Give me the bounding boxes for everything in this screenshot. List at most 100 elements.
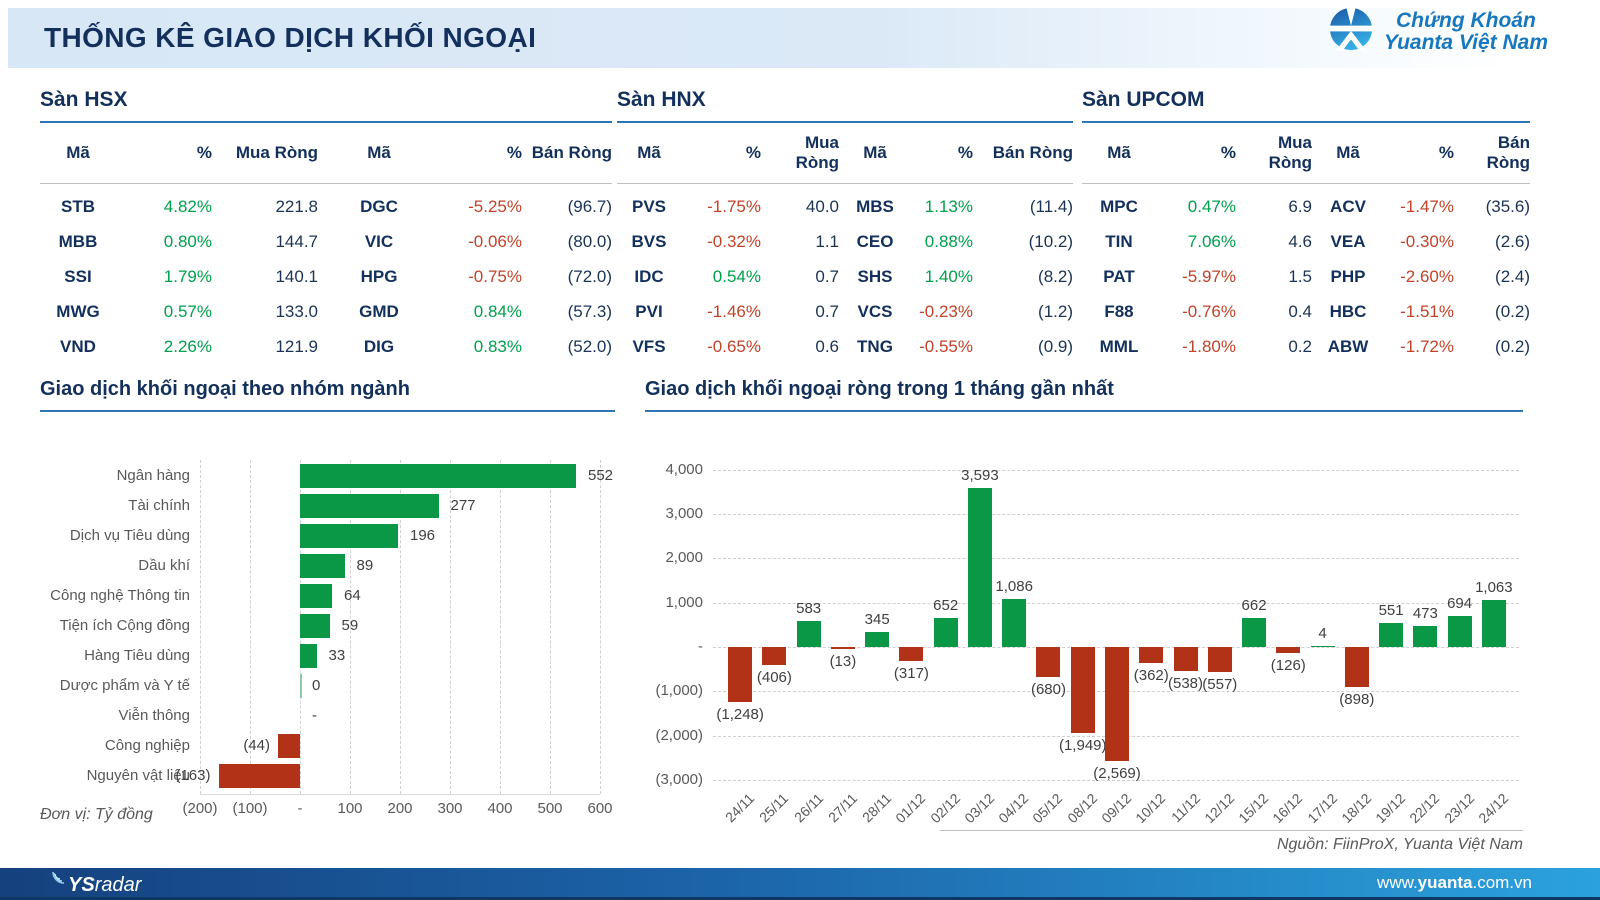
table-hnx-header: Mã% Mua Ròng Mã% Bán Ròng: [617, 123, 1073, 184]
buy-value-cell: 0.4: [1288, 301, 1312, 321]
value-label: 652: [933, 597, 959, 615]
x-tick-label: (200): [182, 800, 218, 817]
value-label: 1,086: [995, 577, 1033, 595]
sell-ticker-cell: CEO: [856, 231, 894, 251]
daily-net-bar: [1173, 647, 1198, 671]
sector-bar: [218, 764, 300, 788]
value-label: (1,248): [716, 706, 764, 724]
column-header: Mã: [66, 143, 90, 162]
table-hsx-body: STB 4.82% 221.8 DGC -5.25% (96.7) MBB 0.80% 144.…: [40, 184, 612, 364]
y-gridline: [713, 602, 1519, 604]
buy-ticker-cell: PAT: [1103, 266, 1135, 286]
category-label: Công nghệ Thông tin: [50, 587, 190, 604]
sell-pct-cell: 0.88%: [924, 231, 973, 251]
sell-value-cell: (72.0): [567, 266, 612, 286]
column-header: %: [957, 143, 973, 162]
sell-pct-cell: -5.25%: [468, 196, 522, 216]
buy-ticker-cell: F88: [1104, 301, 1134, 321]
yuanta-logo-icon: [1328, 6, 1374, 57]
value-label: (898): [1339, 690, 1375, 708]
value-label: 583: [796, 600, 822, 618]
footer-bar: YS radar www.yuanta.com.vn: [0, 868, 1600, 900]
value-label: 551: [1378, 601, 1404, 619]
daily-net-bar: [830, 647, 855, 649]
y-tick-label: (3,000): [655, 770, 703, 788]
sell-value-cell: (2.6): [1495, 231, 1530, 251]
sell-value-cell: (8.2): [1038, 266, 1073, 286]
buy-value-cell: 1.1: [815, 231, 839, 251]
y-gridline: [713, 514, 1519, 516]
url-bold: yuanta: [1417, 873, 1473, 892]
buy-pct-cell: -0.65%: [707, 336, 761, 356]
value-label: (557): [1202, 675, 1238, 693]
daily-net-bar: [762, 647, 787, 665]
x-gridline: [450, 460, 451, 794]
buy-pct-cell: 1.79%: [163, 266, 212, 286]
sell-ticker-cell: VIC: [364, 231, 394, 251]
category-label: Dầu khí: [138, 557, 190, 574]
value-label: 0: [312, 677, 321, 694]
sell-ticker-cell: ACV: [1330, 196, 1366, 216]
table-hsx-title: Sàn HSX: [40, 88, 612, 123]
buy-pct-cell: -1.46%: [707, 301, 761, 321]
buy-ticker-cell: BVS: [631, 231, 667, 251]
buy-ticker-cell: MBB: [58, 231, 98, 251]
x-tick-label: 300: [437, 800, 463, 817]
buy-ticker-cell: MML: [1099, 336, 1139, 356]
y-tick-label: 1,000: [665, 593, 703, 611]
sell-pct-cell: -0.23%: [919, 301, 973, 321]
buy-ticker-cell: IDC: [634, 266, 664, 286]
sell-ticker-cell: ABW: [1327, 336, 1369, 356]
table-hsx: Sàn HSX Mã% Mua Ròng Mã% Bán Ròng STB 4.82% 2…: [40, 88, 612, 364]
daily-net-bar: [1207, 647, 1232, 672]
table-row: MBB 0.80% 144.7 VIC -0.06% (80.0): [40, 224, 612, 259]
buy-value-cell: 221.8: [275, 196, 318, 216]
site-url-link[interactable]: www.yuanta.com.vn: [1377, 868, 1532, 897]
sell-value-cell: (10.2): [1028, 231, 1073, 251]
yuanta-logo-text: Chứng Khoán Yuanta Việt Nam: [1384, 9, 1548, 54]
value-label: (362): [1133, 667, 1169, 685]
source-divider: [940, 830, 1523, 831]
buy-pct-cell: 0.57%: [163, 301, 212, 321]
buy-pct-cell: 2.26%: [163, 336, 212, 356]
value-label: 3,593: [961, 466, 999, 484]
value-label: (680): [1030, 681, 1066, 699]
value-label: 89: [356, 557, 374, 574]
category-label: Dịch vụ Tiêu dùng: [69, 527, 190, 544]
buy-value-cell: 133.0: [275, 301, 318, 321]
table-row: BVS -0.32% 1.1 CEO 0.88% (10.2): [617, 224, 1073, 259]
sell-ticker-cell: DGC: [360, 196, 398, 216]
x-tick-label: 200: [387, 800, 413, 817]
category-label: Dược phẩm và Y tế: [59, 677, 190, 694]
x-tick-label: (100): [232, 800, 268, 817]
column-header: Mã: [637, 143, 661, 162]
x-tick-label: -: [297, 800, 303, 817]
sell-value-cell: (80.0): [567, 231, 612, 251]
column-header: Mã: [863, 143, 887, 162]
x-gridline: [600, 460, 601, 794]
sell-pct-cell: -1.51%: [1400, 301, 1454, 321]
buy-value-cell: 0.7: [815, 266, 839, 286]
buy-pct-cell: 0.80%: [163, 231, 212, 251]
table-row: STB 4.82% 221.8 DGC -5.25% (96.7): [40, 189, 612, 224]
column-header: Mua Ròng: [1268, 133, 1312, 172]
daily-net-bar: [1105, 647, 1129, 761]
sell-pct-cell: 1.13%: [924, 196, 973, 216]
daily-net-bar: [796, 621, 821, 647]
sell-pct-cell: -2.60%: [1400, 266, 1454, 286]
sell-value-cell: (11.4): [1029, 196, 1073, 216]
sell-pct-cell: -0.55%: [919, 336, 973, 356]
sector-chart-title: Giao dịch khối ngoại theo nhóm ngành: [40, 378, 615, 412]
value-label: 277: [450, 497, 476, 514]
value-label: 196: [410, 527, 436, 544]
sell-value-cell: (0.2): [1495, 336, 1530, 356]
sector-chart-plot: (200) (100) - 100 200 300 400 500 600 Ngân hàng 55…: [40, 426, 615, 817]
buy-value-cell: 1.5: [1288, 266, 1312, 286]
sell-ticker-cell: MBS: [856, 196, 894, 216]
table-row: IDC 0.54% 0.7 SHS 1.40% (8.2): [617, 259, 1073, 294]
buy-value-cell: 6.9: [1288, 196, 1312, 216]
value-label: 64: [344, 587, 361, 604]
unit-note: Đơn vị: Tỷ đồng: [40, 806, 153, 823]
sell-pct-cell: -1.47%: [1400, 196, 1454, 216]
